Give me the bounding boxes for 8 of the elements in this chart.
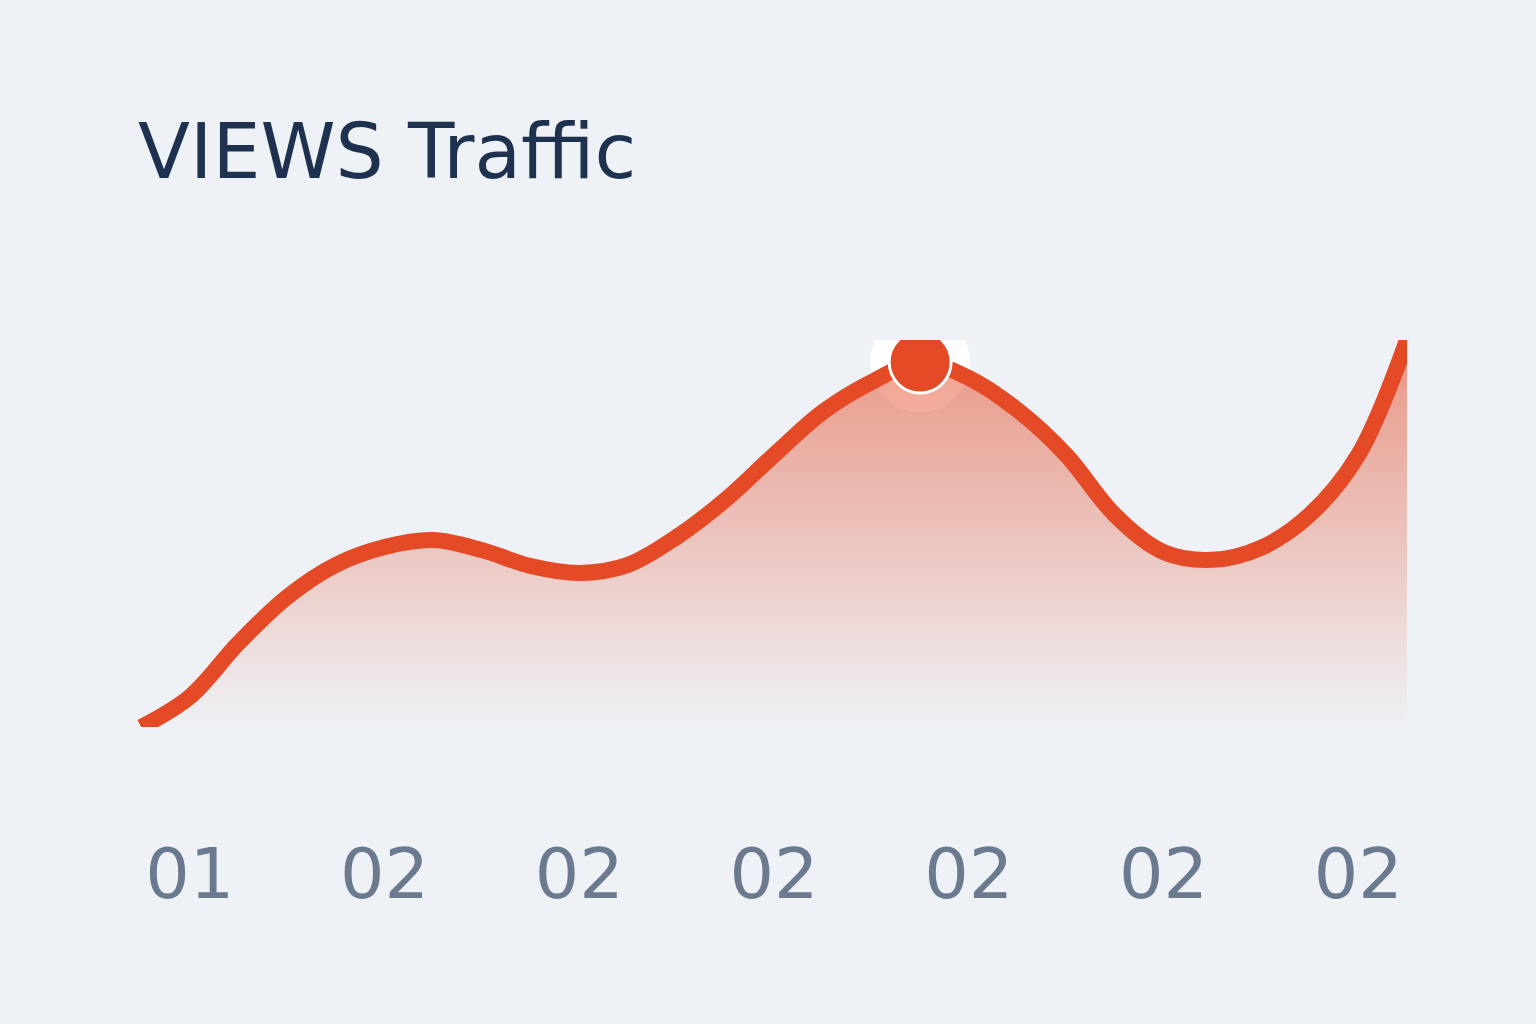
- x-tick-label: 02: [1119, 833, 1209, 915]
- x-tick-label: 02: [729, 833, 819, 915]
- x-tick-label: 01: [145, 833, 235, 915]
- x-tick-label: 02: [924, 833, 1014, 915]
- x-tick-label: 02: [534, 833, 624, 915]
- x-tick-label: 02: [340, 833, 430, 915]
- x-tick-label: 02: [1313, 833, 1403, 915]
- chart-title: VIEWS Traffic: [138, 107, 637, 197]
